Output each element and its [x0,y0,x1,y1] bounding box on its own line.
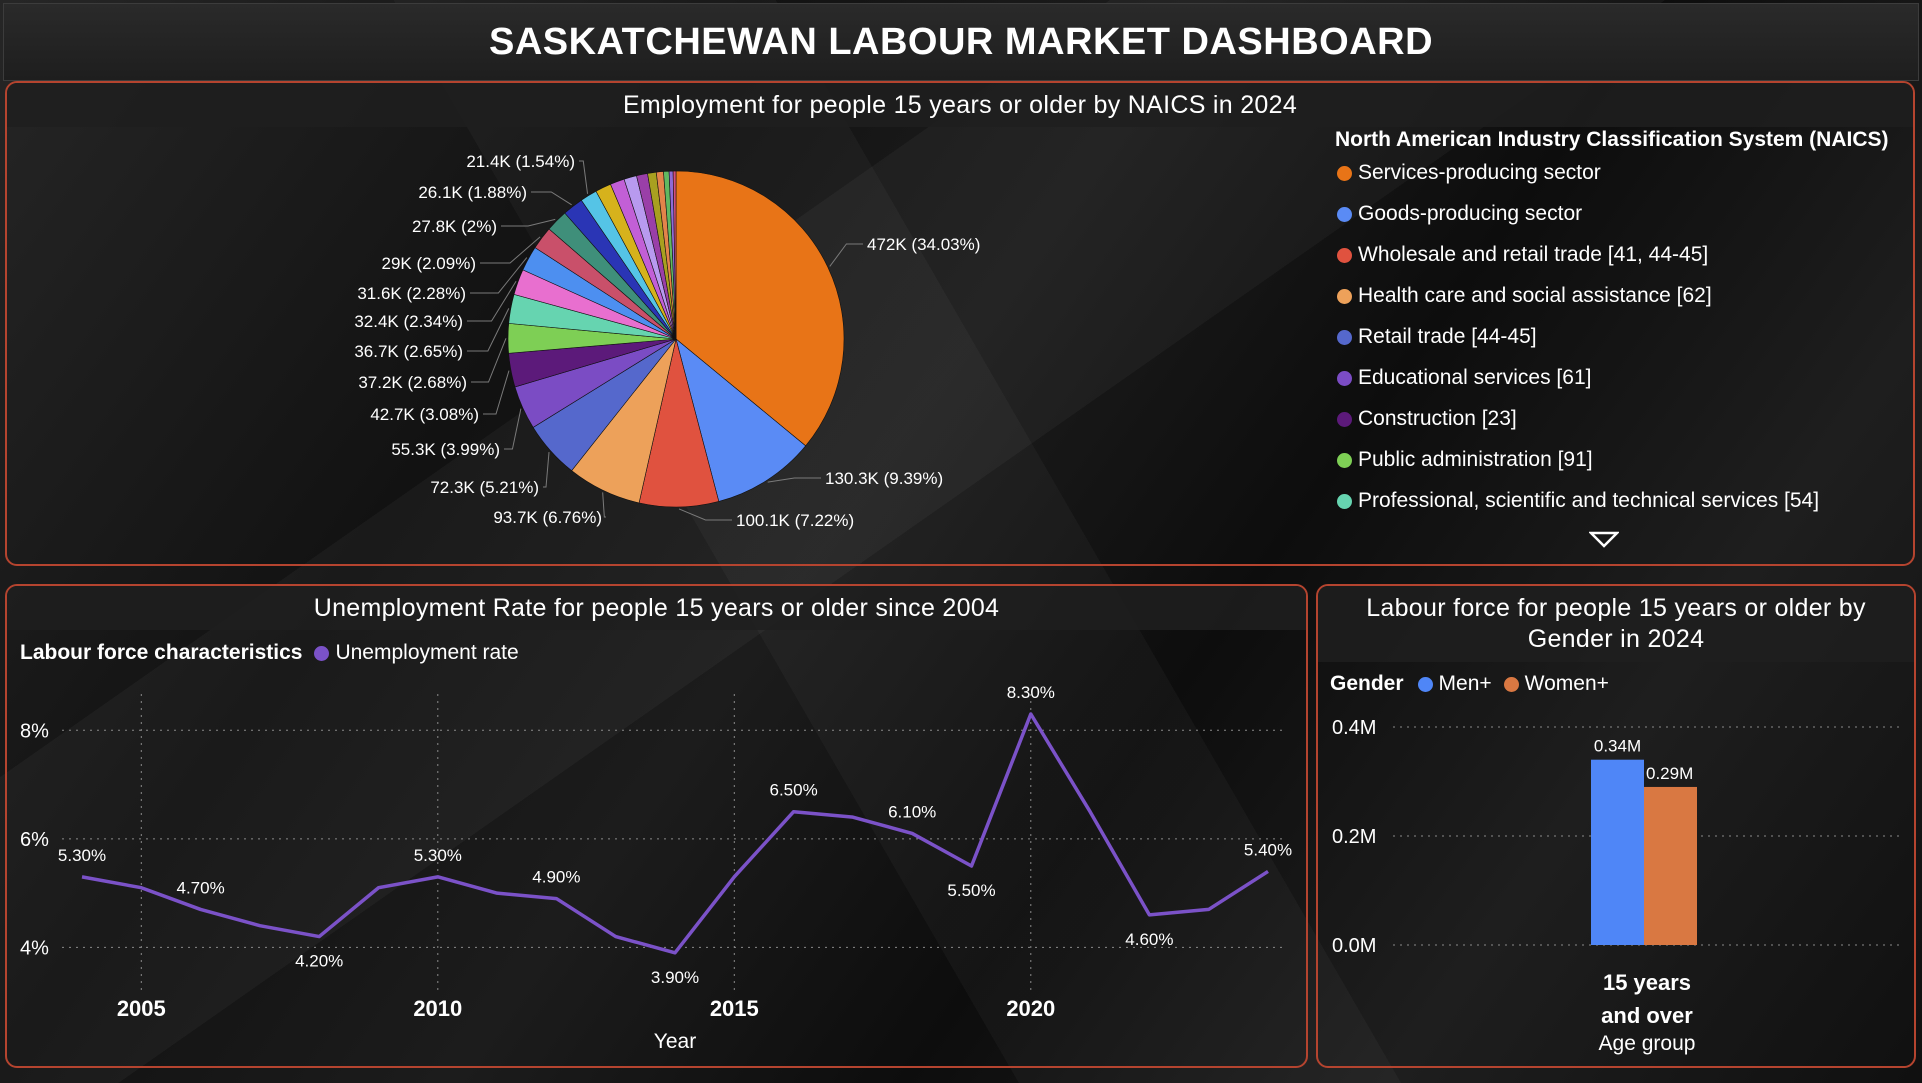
legend-item-label: Wholesale and retail trade [41, 44-45] [1358,243,1709,266]
legend-swatch [1337,493,1352,509]
naics-chart-title: Employment for people 15 years or older … [622,90,1298,119]
legend-swatch-women [1503,676,1519,692]
naics-legend-item[interactable]: Retail trade [44-45] [1337,325,1537,349]
naics-panel-header: Employment for people 15 years or older … [7,83,1913,127]
triangle-down-icon [1589,531,1619,548]
legend-women-label: Women+ [1524,672,1609,695]
legend-item-label: Construction [23] [1358,407,1517,430]
legend-item-label: Health care and social assistance [62] [1358,284,1712,307]
legend-swatch [1337,411,1352,427]
legend-item-label: Professional, scientific and technical s… [1358,489,1820,512]
unemployment-legend-title: Labour force characteristics [20,641,303,664]
naics-legend-item[interactable]: Health care and social assistance [62] [1337,284,1712,308]
legend-men-label: Men+ [1438,672,1492,695]
naics-legend-item[interactable]: Professional, scientific and technical s… [1337,489,1819,513]
naics-employment-panel: Employment for people 15 years or older … [5,81,1915,566]
gender-panel-header: Labour force for people 15 years or olde… [1318,586,1914,662]
unemployment-legend: Labour force characteristics Unemploymen… [20,641,519,665]
legend-swatch [1337,329,1352,345]
unemployment-legend-series: Unemployment rate [335,641,519,664]
naics-legend-item[interactable]: Educational services [61] [1337,366,1591,390]
gender-chart-title: Labour force for people 15 years or olde… [1366,594,1866,653]
legend-swatch [1337,206,1352,222]
naics-legend-item[interactable]: Wholesale and retail trade [41, 44-45] [1337,243,1708,267]
dashboard-header: SASKATCHEWAN LABOUR MARKET DASHBOARD [3,3,1919,81]
legend-item-label: Public administration [91] [1358,448,1593,471]
legend-swatch-men [1417,676,1433,692]
naics-legend-item[interactable]: Services-producing sector [1337,161,1601,185]
naics-legend-item[interactable]: Construction [23] [1337,407,1517,431]
legend-swatch [1337,165,1352,181]
legend-item-label: Services-producing sector [1358,161,1601,184]
legend-swatch [314,645,330,661]
unemployment-panel-header: Unemployment Rate for people 15 years or… [7,586,1306,630]
dashboard-title: SASKATCHEWAN LABOUR MARKET DASHBOARD [488,20,1434,63]
gender-legend: Gender Men+ Women+ [1330,672,1609,696]
naics-legend-item[interactable]: Goods-producing sector [1337,202,1582,226]
legend-item-label: Goods-producing sector [1358,202,1583,225]
unemployment-panel: Unemployment Rate for people 15 years or… [5,584,1308,1068]
gender-labour-panel: Labour force for people 15 years or olde… [1316,584,1916,1068]
legend-item-label: Retail trade [44-45] [1358,325,1537,348]
legend-swatch [1337,452,1352,468]
legend-swatch [1337,288,1352,304]
unemployment-chart-title: Unemployment Rate for people 15 years or… [313,593,1000,622]
gender-legend-title: Gender [1330,672,1404,695]
legend-swatch [1337,370,1352,386]
legend-swatch [1337,247,1352,263]
naics-legend-title: North American Industry Classification S… [1335,128,1889,151]
naics-legend-item[interactable]: Public administration [91] [1337,448,1593,472]
legend-item-label: Educational services [61] [1358,366,1592,389]
